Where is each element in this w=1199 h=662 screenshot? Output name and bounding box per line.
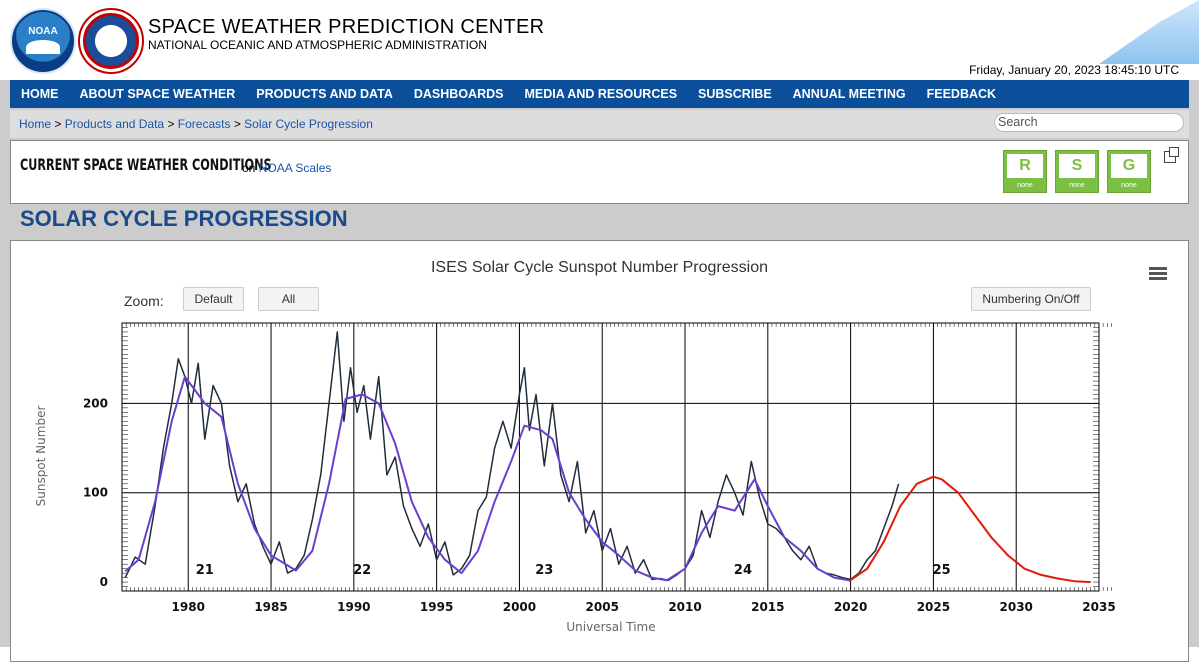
x-tick-label: 2015: [751, 600, 784, 614]
current-conditions-title: CURRENT SPACE WEATHER CONDITIONS: [20, 155, 272, 174]
search-input[interactable]: Search: [994, 113, 1184, 132]
predicted-series-line: [848, 475, 1091, 584]
observed-series-line: [124, 331, 900, 582]
scale-g-badge[interactable]: G none: [1107, 150, 1151, 193]
breadcrumb-separator: >: [164, 117, 178, 131]
chart-title: ISES Solar Cycle Sunspot Number Progress…: [430, 259, 769, 276]
nav-media-and-resources[interactable]: MEDIA AND RESOURCES: [524, 87, 678, 101]
noaa-logo[interactable]: NOAA: [10, 8, 76, 74]
current-conditions-panel: CURRENT SPACE WEATHER CONDITIONS on NOAA…: [10, 140, 1189, 204]
scale-s-badge[interactable]: S none: [1055, 150, 1099, 193]
scale-r-value: none: [1017, 182, 1033, 189]
scale-s-letter: S: [1059, 154, 1095, 178]
breadcrumb-separator: >: [51, 117, 65, 131]
breadcrumb: Home > Products and Data > Forecasts > S…: [19, 117, 373, 131]
x-tick-label: 2025: [917, 600, 950, 614]
x-tick-label: 1990: [337, 600, 370, 614]
y-tick-label: 100: [83, 486, 108, 500]
x-tick-label: 1995: [420, 600, 453, 614]
scale-r-letter: R: [1007, 154, 1043, 178]
conditions-on-text: on: [242, 161, 256, 175]
chart-labels: 1980 1985 1990 1995 2000 2005 2010 2015 2020 2025…: [83, 396, 1116, 614]
breadcrumb-forecasts[interactable]: Forecasts: [177, 117, 231, 131]
y-axis-label: Sunspot Number: [34, 406, 48, 507]
noaa-bird-icon: [26, 40, 60, 54]
x-tick-label: 2035: [1082, 600, 1115, 614]
chart-container: ISES Solar Cycle Sunspot Number Progress…: [10, 240, 1189, 662]
popout-icon[interactable]: [1164, 147, 1179, 163]
chart-grid: [122, 323, 1100, 591]
x-tick-label: 2030: [1000, 600, 1033, 614]
x-tick-label: 2020: [834, 600, 867, 614]
nav-feedback[interactable]: FEEDBACK: [926, 87, 997, 101]
noaa-logo-text: NOAA: [28, 26, 58, 37]
nav-annual-meeting[interactable]: ANNUAL MEETING: [792, 87, 906, 101]
y-tick-label: 200: [83, 396, 108, 410]
header-swoosh-decoration: [1099, 0, 1199, 64]
numbering-toggle-button[interactable]: Numbering On/Off: [971, 287, 1091, 311]
cycle-number-label: 22: [353, 563, 371, 578]
x-tick-label: 1985: [254, 600, 287, 614]
x-axis-label: Universal Time: [566, 620, 655, 634]
breadcrumb-products[interactable]: Products and Data: [64, 117, 165, 131]
zoom-label: Zoom:: [124, 293, 164, 309]
zoom-default-button[interactable]: Default: [183, 287, 244, 311]
nav-dashboards[interactable]: DASHBOARDS: [413, 87, 504, 101]
x-tick-label: 1980: [172, 600, 205, 614]
x-tick-label: 2000: [503, 600, 536, 614]
zoom-all-button[interactable]: All: [258, 287, 319, 311]
breadcrumb-separator: >: [230, 117, 245, 131]
chart-series: [124, 331, 1091, 584]
smoothed-series-line: [124, 375, 850, 582]
scale-r-badge[interactable]: R none: [1003, 150, 1047, 193]
scale-s-value: none: [1069, 182, 1085, 189]
x-tick-label: 2005: [586, 600, 619, 614]
page-title: SOLAR CYCLE PROGRESSION: [20, 206, 348, 231]
nav-home[interactable]: HOME: [21, 87, 59, 101]
site-subtitle: NATIONAL OCEANIC AND ATMOSPHERIC ADMINIS…: [148, 38, 487, 52]
breadcrumb-home[interactable]: Home: [19, 117, 52, 131]
nav-products-and-data[interactable]: PRODUCTS AND DATA: [256, 87, 393, 101]
site-header: NOAA SPACE WEATHER PREDICTION CENTER NAT…: [0, 0, 1199, 80]
cycle-number-label: 25: [933, 563, 951, 578]
cycle-number-label: 24: [734, 563, 752, 578]
scale-g-value: none: [1121, 182, 1137, 189]
chart-axes: [121, 322, 1112, 592]
chart-menu-icon[interactable]: [1149, 267, 1167, 281]
noaa-scales-link[interactable]: NOAA Scales: [258, 161, 332, 175]
sunspot-chart: 1980 1985 1990 1995 2000 2005 2010 2015 2020 2025…: [34, 322, 1116, 634]
breadcrumb-bar: Home > Products and Data > Forecasts > S…: [10, 110, 1189, 138]
nws-logo[interactable]: [78, 8, 144, 74]
x-tick-label: 2010: [668, 600, 701, 614]
noaa-scales-line: on NOAA Scales: [242, 161, 331, 175]
site-title[interactable]: SPACE WEATHER PREDICTION CENTER: [148, 16, 545, 38]
y-tick-label: 0: [100, 575, 108, 589]
scale-g-letter: G: [1111, 154, 1147, 178]
nws-ring-icon: [83, 13, 139, 69]
breadcrumb-current[interactable]: Solar Cycle Progression: [244, 117, 373, 131]
main-nav: HOME ABOUT SPACE WEATHER PRODUCTS AND DA…: [10, 80, 1189, 108]
cycle-number-label: 21: [196, 563, 214, 578]
nav-subscribe[interactable]: SUBSCRIBE: [698, 87, 772, 101]
current-datetime: Friday, January 20, 2023 18:45:10 UTC: [969, 63, 1179, 77]
cycle-number-label: 23: [535, 563, 553, 578]
nav-about-space-weather[interactable]: ABOUT SPACE WEATHER: [79, 87, 236, 101]
